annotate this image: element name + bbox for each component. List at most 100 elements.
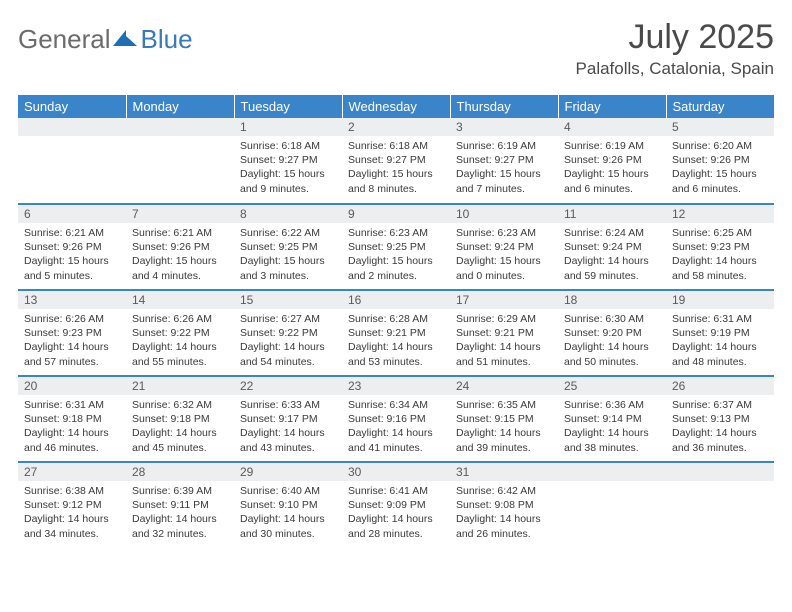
weekday-header: Thursday [450,95,558,118]
day-info: Sunrise: 6:31 AMSunset: 9:18 PMDaylight:… [18,395,126,459]
calendar-week-row: 27Sunrise: 6:38 AMSunset: 9:12 PMDayligh… [18,462,774,548]
day-number: 14 [126,291,234,309]
day-number: 19 [666,291,774,309]
day-number: 23 [342,377,450,395]
calendar-day-cell: 29Sunrise: 6:40 AMSunset: 9:10 PMDayligh… [234,462,342,548]
day-info: Sunrise: 6:35 AMSunset: 9:15 PMDaylight:… [450,395,558,459]
calendar-day-cell [558,462,666,548]
calendar-day-cell: 9Sunrise: 6:23 AMSunset: 9:25 PMDaylight… [342,204,450,290]
calendar-day-cell: 17Sunrise: 6:29 AMSunset: 9:21 PMDayligh… [450,290,558,376]
weekday-header: Friday [558,95,666,118]
day-number [126,118,234,136]
day-info: Sunrise: 6:38 AMSunset: 9:12 PMDaylight:… [18,481,126,545]
day-number: 31 [450,463,558,481]
calendar-body: 1Sunrise: 6:18 AMSunset: 9:27 PMDaylight… [18,118,774,548]
day-number: 25 [558,377,666,395]
month-title: July 2025 [576,18,774,57]
day-info: Sunrise: 6:19 AMSunset: 9:27 PMDaylight:… [450,136,558,200]
day-number: 6 [18,205,126,223]
day-number [558,463,666,481]
calendar-day-cell: 12Sunrise: 6:25 AMSunset: 9:23 PMDayligh… [666,204,774,290]
day-number: 21 [126,377,234,395]
calendar-day-cell [18,118,126,204]
day-info: Sunrise: 6:28 AMSunset: 9:21 PMDaylight:… [342,309,450,373]
day-info: Sunrise: 6:24 AMSunset: 9:24 PMDaylight:… [558,223,666,287]
title-block: July 2025 Palafolls, Catalonia, Spain [576,18,774,79]
day-info: Sunrise: 6:34 AMSunset: 9:16 PMDaylight:… [342,395,450,459]
day-info: Sunrise: 6:26 AMSunset: 9:23 PMDaylight:… [18,309,126,373]
day-number: 30 [342,463,450,481]
calendar-day-cell: 21Sunrise: 6:32 AMSunset: 9:18 PMDayligh… [126,376,234,462]
day-number: 29 [234,463,342,481]
calendar-day-cell: 15Sunrise: 6:27 AMSunset: 9:22 PMDayligh… [234,290,342,376]
calendar-day-cell: 11Sunrise: 6:24 AMSunset: 9:24 PMDayligh… [558,204,666,290]
day-number: 12 [666,205,774,223]
day-number: 28 [126,463,234,481]
day-info: Sunrise: 6:30 AMSunset: 9:20 PMDaylight:… [558,309,666,373]
day-info: Sunrise: 6:33 AMSunset: 9:17 PMDaylight:… [234,395,342,459]
day-number: 2 [342,118,450,136]
calendar-day-cell: 22Sunrise: 6:33 AMSunset: 9:17 PMDayligh… [234,376,342,462]
day-number: 16 [342,291,450,309]
day-info: Sunrise: 6:31 AMSunset: 9:19 PMDaylight:… [666,309,774,373]
day-info: Sunrise: 6:42 AMSunset: 9:08 PMDaylight:… [450,481,558,545]
calendar-day-cell: 16Sunrise: 6:28 AMSunset: 9:21 PMDayligh… [342,290,450,376]
calendar-day-cell: 30Sunrise: 6:41 AMSunset: 9:09 PMDayligh… [342,462,450,548]
weekday-header: Saturday [666,95,774,118]
day-number: 8 [234,205,342,223]
calendar-day-cell: 20Sunrise: 6:31 AMSunset: 9:18 PMDayligh… [18,376,126,462]
calendar-day-cell: 6Sunrise: 6:21 AMSunset: 9:26 PMDaylight… [18,204,126,290]
calendar-day-cell [126,118,234,204]
day-number: 3 [450,118,558,136]
day-info: Sunrise: 6:21 AMSunset: 9:26 PMDaylight:… [126,223,234,287]
brand-part1: General [18,24,111,55]
page-header: General Blue July 2025 Palafolls, Catalo… [18,18,774,79]
day-info: Sunrise: 6:37 AMSunset: 9:13 PMDaylight:… [666,395,774,459]
weekday-header: Tuesday [234,95,342,118]
calendar-table: Sunday Monday Tuesday Wednesday Thursday… [18,95,774,548]
weekday-header: Wednesday [342,95,450,118]
day-number: 7 [126,205,234,223]
day-info: Sunrise: 6:19 AMSunset: 9:26 PMDaylight:… [558,136,666,200]
calendar-day-cell: 7Sunrise: 6:21 AMSunset: 9:26 PMDaylight… [126,204,234,290]
calendar-day-cell: 4Sunrise: 6:19 AMSunset: 9:26 PMDaylight… [558,118,666,204]
calendar-day-cell: 14Sunrise: 6:26 AMSunset: 9:22 PMDayligh… [126,290,234,376]
calendar-day-cell: 8Sunrise: 6:22 AMSunset: 9:25 PMDaylight… [234,204,342,290]
calendar-day-cell: 25Sunrise: 6:36 AMSunset: 9:14 PMDayligh… [558,376,666,462]
day-number: 18 [558,291,666,309]
weekday-header-row: Sunday Monday Tuesday Wednesday Thursday… [18,95,774,118]
day-number: 1 [234,118,342,136]
day-number [666,463,774,481]
calendar-week-row: 6Sunrise: 6:21 AMSunset: 9:26 PMDaylight… [18,204,774,290]
day-info: Sunrise: 6:40 AMSunset: 9:10 PMDaylight:… [234,481,342,545]
day-info: Sunrise: 6:18 AMSunset: 9:27 PMDaylight:… [234,136,342,200]
day-info: Sunrise: 6:20 AMSunset: 9:26 PMDaylight:… [666,136,774,200]
day-number: 10 [450,205,558,223]
day-number: 17 [450,291,558,309]
calendar-day-cell: 31Sunrise: 6:42 AMSunset: 9:08 PMDayligh… [450,462,558,548]
day-number [18,118,126,136]
location-text: Palafolls, Catalonia, Spain [576,59,774,79]
day-info: Sunrise: 6:26 AMSunset: 9:22 PMDaylight:… [126,309,234,373]
day-info: Sunrise: 6:27 AMSunset: 9:22 PMDaylight:… [234,309,342,373]
day-number: 26 [666,377,774,395]
weekday-header: Sunday [18,95,126,118]
day-info: Sunrise: 6:41 AMSunset: 9:09 PMDaylight:… [342,481,450,545]
day-number: 15 [234,291,342,309]
calendar-week-row: 13Sunrise: 6:26 AMSunset: 9:23 PMDayligh… [18,290,774,376]
day-info: Sunrise: 6:39 AMSunset: 9:11 PMDaylight:… [126,481,234,545]
day-info: Sunrise: 6:21 AMSunset: 9:26 PMDaylight:… [18,223,126,287]
brand-logo: General Blue [18,18,193,55]
day-number: 20 [18,377,126,395]
day-number: 4 [558,118,666,136]
calendar-day-cell: 26Sunrise: 6:37 AMSunset: 9:13 PMDayligh… [666,376,774,462]
day-info: Sunrise: 6:25 AMSunset: 9:23 PMDaylight:… [666,223,774,287]
day-info: Sunrise: 6:29 AMSunset: 9:21 PMDaylight:… [450,309,558,373]
day-info: Sunrise: 6:32 AMSunset: 9:18 PMDaylight:… [126,395,234,459]
day-number: 9 [342,205,450,223]
calendar-day-cell: 19Sunrise: 6:31 AMSunset: 9:19 PMDayligh… [666,290,774,376]
day-number: 24 [450,377,558,395]
day-info: Sunrise: 6:18 AMSunset: 9:27 PMDaylight:… [342,136,450,200]
calendar-day-cell: 18Sunrise: 6:30 AMSunset: 9:20 PMDayligh… [558,290,666,376]
calendar-day-cell: 10Sunrise: 6:23 AMSunset: 9:24 PMDayligh… [450,204,558,290]
